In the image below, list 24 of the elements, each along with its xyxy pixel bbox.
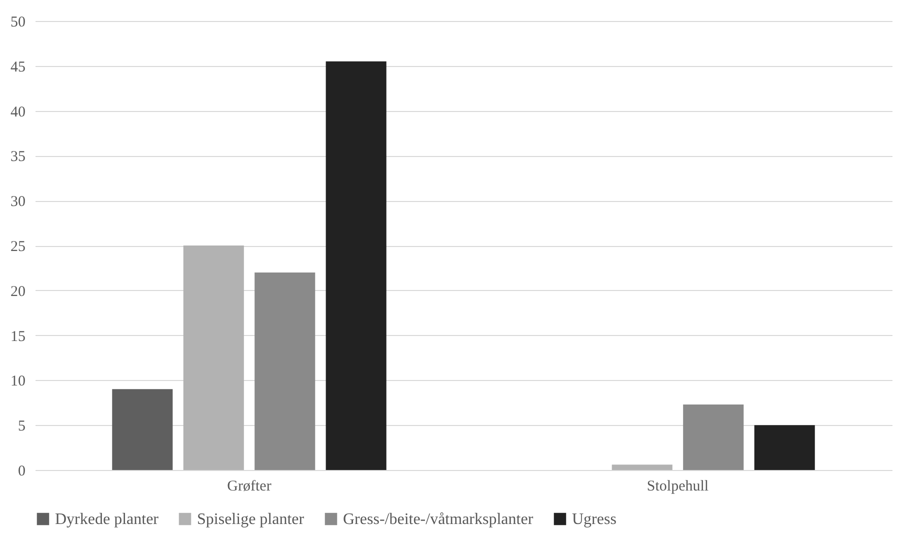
x-tick-label: Grøfter xyxy=(227,478,272,494)
y-tick-label: 30 xyxy=(10,194,26,210)
y-tick-label: 35 xyxy=(10,149,26,166)
y-tick-label: 0 xyxy=(18,464,26,480)
y-tick-label: 45 xyxy=(10,59,26,76)
y-tick-label: 5 xyxy=(18,418,26,435)
y-tick-label: 20 xyxy=(10,284,26,300)
bar xyxy=(254,272,316,470)
y-tick-label: 40 xyxy=(10,104,26,120)
y-tick-label: 10 xyxy=(10,374,26,390)
legend-label: Ugress xyxy=(572,511,616,528)
bar xyxy=(612,464,672,470)
y-tick-label: 50 xyxy=(10,14,26,30)
legend-label: Spiselige planter xyxy=(197,511,305,528)
x-tick-label: Stolpehull xyxy=(646,478,709,494)
bar xyxy=(683,404,744,470)
bar xyxy=(754,425,815,470)
y-tick-label: 25 xyxy=(10,239,26,255)
bar xyxy=(183,246,244,470)
legend-label: Dyrkede planter xyxy=(55,511,160,528)
bar xyxy=(326,61,386,470)
bar xyxy=(112,389,173,470)
legend-label: Gress-/beite-/våtmarksplanter xyxy=(343,511,534,528)
y-tick-label: 15 xyxy=(10,328,26,345)
